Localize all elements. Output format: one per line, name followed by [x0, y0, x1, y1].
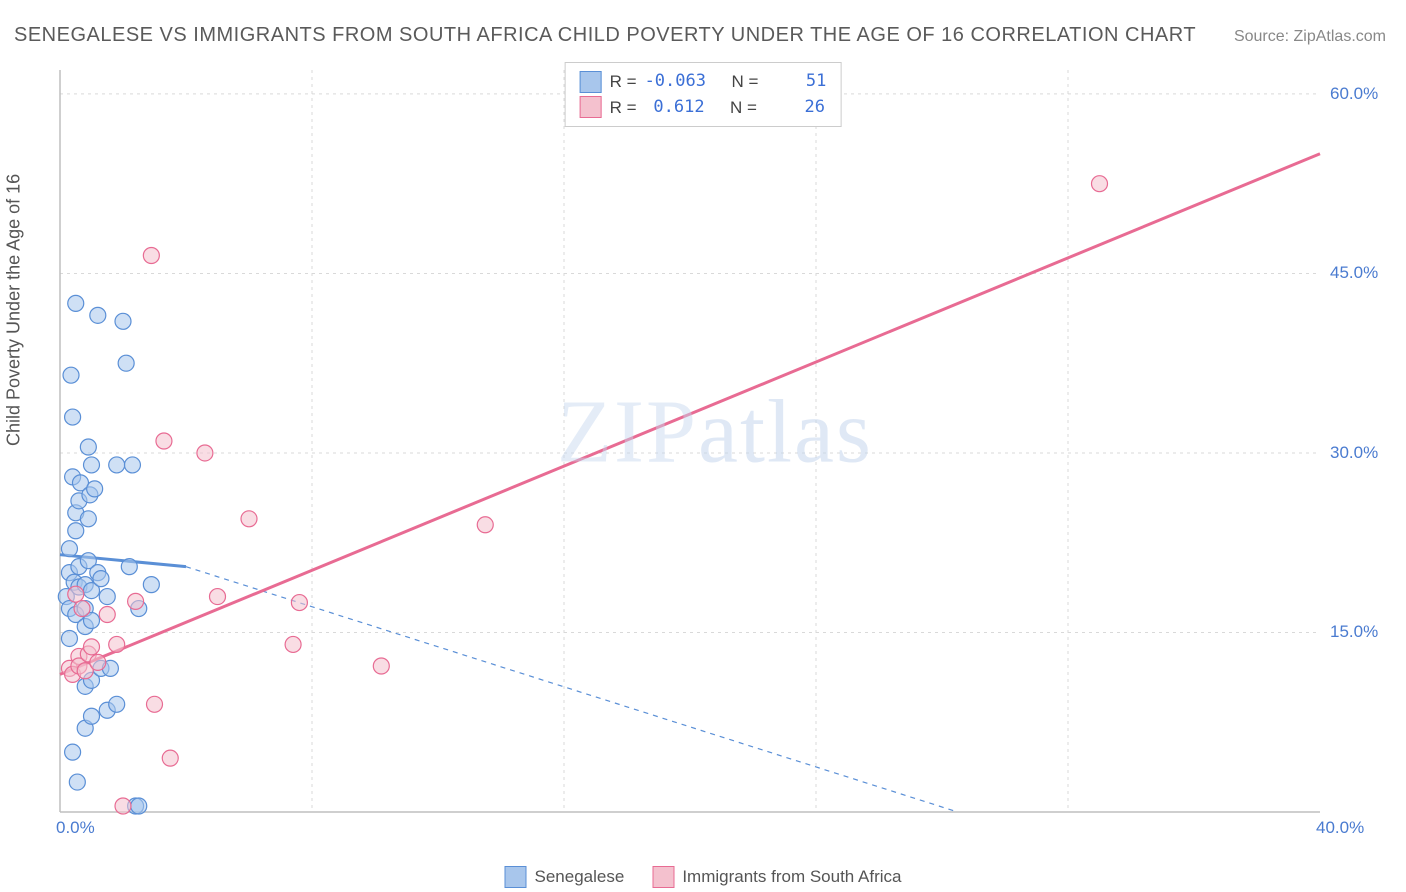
y-axis-label: Child Poverty Under the Age of 16 — [4, 174, 25, 446]
stats-row-2: R = 0.612 N = 26 — [580, 95, 827, 121]
legend-item-2: Immigrants from South Africa — [652, 866, 901, 888]
stats-box: R = -0.063 N = 51 R = 0.612 N = 26 — [565, 62, 842, 127]
n-label: N = — [730, 95, 757, 121]
chart-title: SENEGALESE VS IMMIGRANTS FROM SOUTH AFRI… — [14, 24, 1196, 47]
swatch-series-1 — [505, 866, 527, 888]
legend-label-2: Immigrants from South Africa — [682, 867, 901, 887]
y-tick-label: 45.0% — [1330, 263, 1378, 283]
r-label: R = — [610, 69, 637, 95]
bottom-legend: Senegalese Immigrants from South Africa — [505, 866, 902, 888]
swatch-series-1 — [580, 71, 602, 93]
swatch-series-2 — [652, 866, 674, 888]
plot-area: ZIPatlas — [50, 62, 1380, 832]
legend-item-1: Senegalese — [505, 866, 625, 888]
n-label: N = — [731, 69, 758, 95]
scatter-chart — [50, 62, 1380, 832]
swatch-series-2 — [580, 96, 602, 118]
source-credit: Source: ZipAtlas.com — [1234, 28, 1386, 46]
y-tick-label: 30.0% — [1330, 443, 1378, 463]
legend-label-1: Senegalese — [535, 867, 625, 887]
n-value-1: 51 — [766, 69, 826, 95]
y-tick-label: 15.0% — [1330, 622, 1378, 642]
x-tick-label: 0.0% — [56, 818, 95, 838]
stats-row-1: R = -0.063 N = 51 — [580, 69, 827, 95]
n-value-2: 26 — [765, 95, 825, 121]
x-tick-label: 40.0% — [1316, 818, 1364, 838]
y-tick-label: 60.0% — [1330, 84, 1378, 104]
r-value-1: -0.063 — [645, 69, 706, 95]
r-label: R = — [610, 95, 637, 121]
r-value-2: 0.612 — [645, 95, 705, 121]
